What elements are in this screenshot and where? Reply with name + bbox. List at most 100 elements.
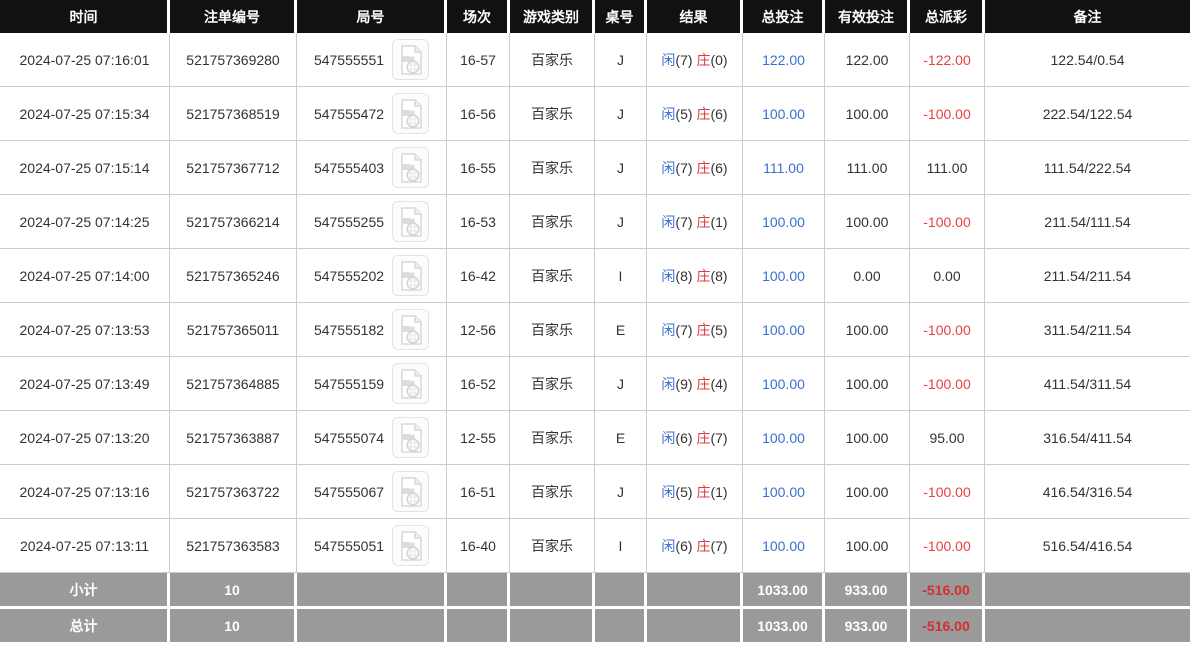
cell-round-id: 547555403 [297,141,447,195]
cell-payout: 111.00 [910,141,985,195]
cell-game-type: 百家乐 [510,465,595,519]
video-replay-icon[interactable] [392,417,430,458]
header-row: 时间 注单编号 局号 场次 游戏类别 桌号 结果 总投注 有效投注 总派彩 备注 [0,0,1190,33]
video-replay-icon[interactable] [392,471,430,512]
cell-result: 闲(6) 庄(7) [647,411,743,465]
col-header-result: 结果 [647,0,743,33]
cell-time: 2024-07-25 07:15:34 [0,87,170,141]
cell-result: 闲(5) 庄(6) [647,87,743,141]
cell-result: 闲(7) 庄(1) [647,195,743,249]
video-replay-icon[interactable] [392,147,430,188]
cell-session: 12-56 [447,303,510,357]
cell-valid-bet: 100.00 [825,465,910,519]
cell-round-id: 547555472 [297,87,447,141]
cell-table-no: E [595,411,647,465]
col-header-total-bet: 总投注 [743,0,825,33]
col-header-bet-id: 注单编号 [170,0,297,33]
result-player-label: 闲 [661,483,676,500]
total-empty-cell [510,609,595,645]
cell-round-id: 547555202 [297,249,447,303]
cell-total-bet: 100.00 [743,303,825,357]
cell-total-bet: 100.00 [743,249,825,303]
cell-time: 2024-07-25 07:14:00 [0,249,170,303]
cell-game-type: 百家乐 [510,411,595,465]
result-player-label: 闲 [661,375,676,392]
subtotal-empty-cell [647,573,743,609]
cell-result: 闲(7) 庄(0) [647,33,743,87]
col-header-remark: 备注 [985,0,1190,33]
table-body: 2024-07-25 07:16:01 521757369280 5475555… [0,33,1190,573]
result-player-score: (5) [675,483,693,500]
result-banker-score: (8) [710,267,728,284]
round-id-value: 547555202 [313,267,385,284]
total-empty-cell [595,609,647,645]
table-row: 2024-07-25 07:13:53 521757365011 5475551… [0,303,1190,357]
cell-remark: 111.54/222.54 [985,141,1190,195]
subtotal-empty-cell [985,573,1190,609]
col-header-time: 时间 [0,0,170,33]
result-banker-label: 庄 [696,483,711,500]
cell-total-bet: 100.00 [743,357,825,411]
video-replay-icon[interactable] [392,255,430,296]
subtotal-empty-cell [297,573,447,609]
cell-total-bet: 100.00 [743,411,825,465]
result-player-score: (7) [675,159,693,176]
cell-bet-id: 521757364885 [170,357,297,411]
table-header: 时间 注单编号 局号 场次 游戏类别 桌号 结果 总投注 有效投注 总派彩 备注 [0,0,1190,33]
video-replay-icon[interactable] [392,525,430,566]
result-banker-label: 庄 [696,105,711,122]
cell-session: 16-40 [447,519,510,573]
cell-bet-id: 521757363583 [170,519,297,573]
cell-bet-id: 521757366214 [170,195,297,249]
subtotal-valid-bet: 933.00 [825,573,910,609]
cell-game-type: 百家乐 [510,519,595,573]
cell-payout: -100.00 [910,465,985,519]
table-row: 2024-07-25 07:15:34 521757368519 5475554… [0,87,1190,141]
cell-time: 2024-07-25 07:13:53 [0,303,170,357]
cell-result: 闲(6) 庄(7) [647,519,743,573]
col-header-game-type: 游戏类别 [510,0,595,33]
cell-remark: 211.54/111.54 [985,195,1190,249]
video-replay-icon[interactable] [392,201,430,242]
cell-bet-id: 521757368519 [170,87,297,141]
cell-time: 2024-07-25 07:14:25 [0,195,170,249]
total-total-bet: 1033.00 [743,609,825,645]
total-count: 10 [170,609,297,645]
round-id-value: 547555255 [313,213,385,230]
cell-session: 16-42 [447,249,510,303]
cell-time: 2024-07-25 07:13:20 [0,411,170,465]
table-row: 2024-07-25 07:16:01 521757369280 5475555… [0,33,1190,87]
table-row: 2024-07-25 07:13:11 521757363583 5475550… [0,519,1190,573]
result-banker-score: (7) [710,429,728,446]
cell-round-id: 547555551 [297,33,447,87]
cell-valid-bet: 100.00 [825,87,910,141]
round-id-value: 547555403 [313,159,385,176]
video-replay-icon[interactable] [392,363,430,404]
round-id-value: 547555074 [313,429,385,446]
result-player-label: 闲 [661,267,676,284]
cell-game-type: 百家乐 [510,141,595,195]
cell-bet-id: 521757363722 [170,465,297,519]
video-replay-icon[interactable] [392,39,430,80]
result-player-score: (7) [675,321,693,338]
result-banker-label: 庄 [696,51,711,68]
round-id-value: 547555067 [313,483,385,500]
result-banker-score: (0) [710,51,728,68]
cell-payout: -100.00 [910,87,985,141]
table-row: 2024-07-25 07:14:25 521757366214 5475552… [0,195,1190,249]
total-empty-cell [647,609,743,645]
cell-remark: 516.54/416.54 [985,519,1190,573]
cell-table-no: J [595,33,647,87]
cell-valid-bet: 0.00 [825,249,910,303]
subtotal-empty-cell [447,573,510,609]
result-player-score: (7) [675,213,693,230]
cell-time: 2024-07-25 07:16:01 [0,33,170,87]
video-replay-icon[interactable] [392,309,430,350]
video-replay-icon[interactable] [392,93,430,134]
cell-table-no: J [595,141,647,195]
round-id-value: 547555182 [313,321,385,338]
cell-bet-id: 521757367712 [170,141,297,195]
result-player-label: 闲 [661,51,676,68]
cell-time: 2024-07-25 07:13:11 [0,519,170,573]
result-banker-label: 庄 [696,375,711,392]
